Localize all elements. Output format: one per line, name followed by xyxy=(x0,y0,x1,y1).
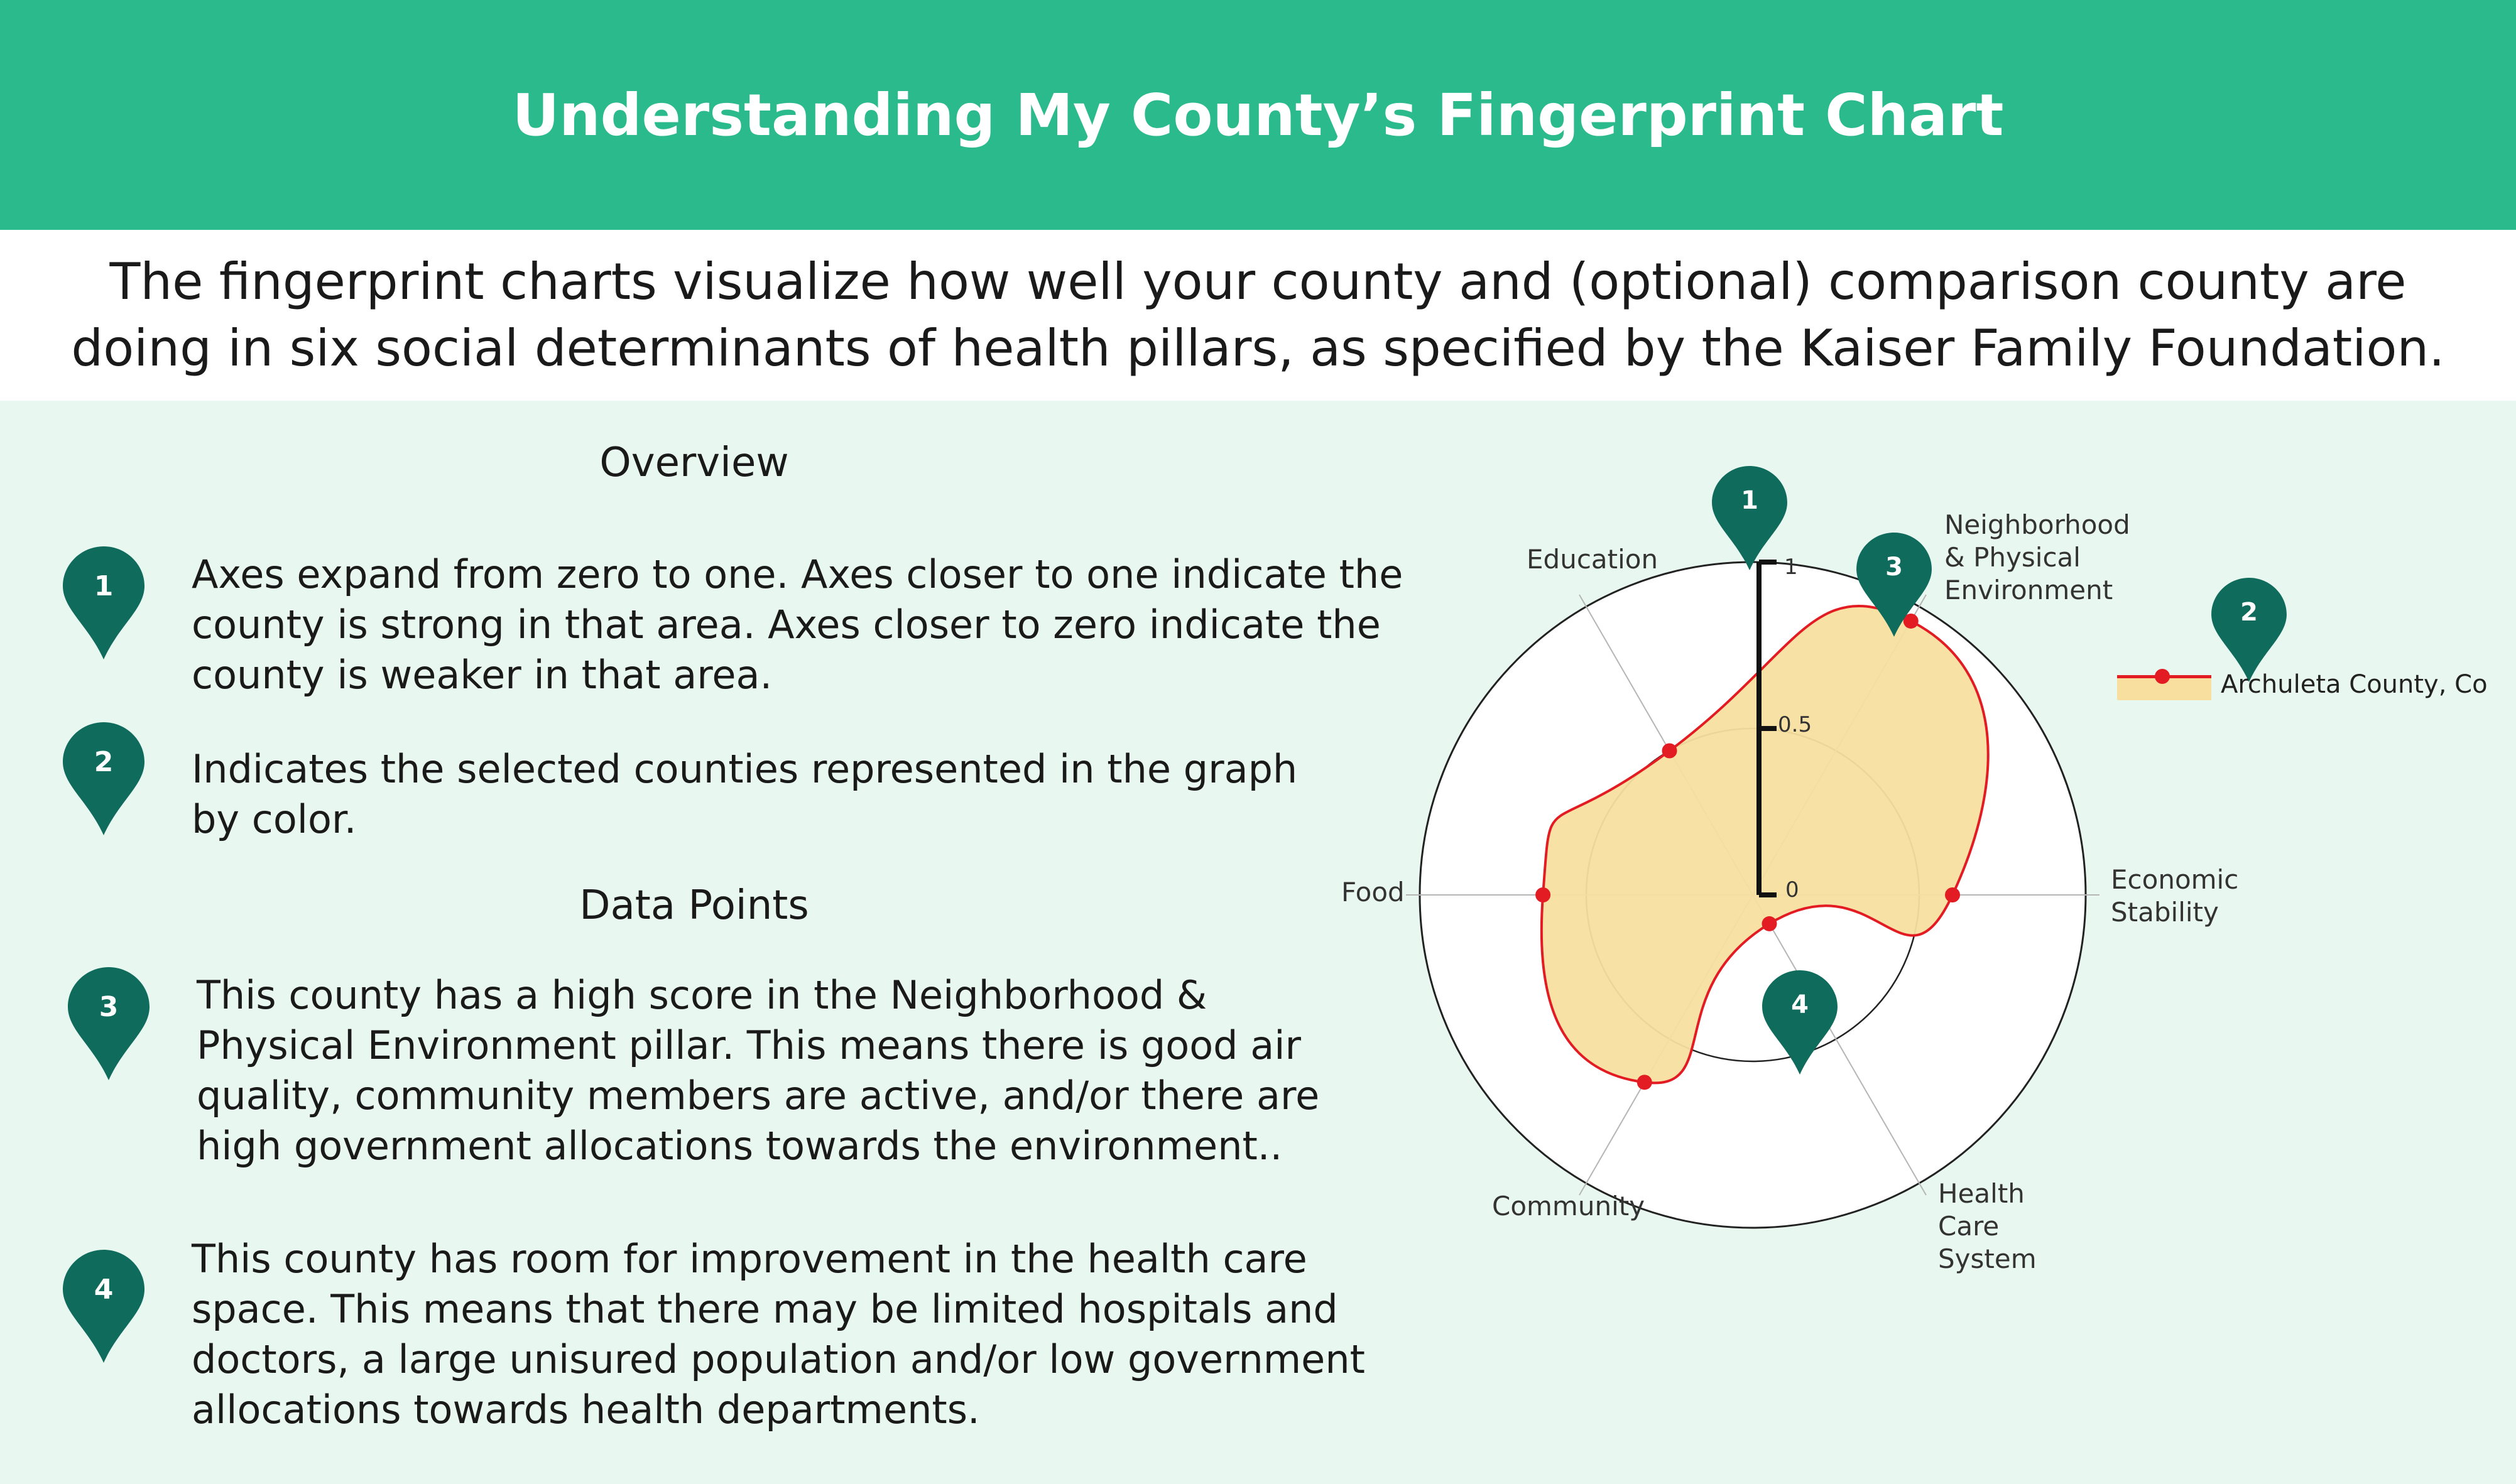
axis-label: Community xyxy=(1492,1190,1645,1223)
chart-pin-marker-4: 4 xyxy=(1762,970,1838,1075)
pin-number: 3 xyxy=(99,991,119,1023)
text-line: county is weaker in that area. xyxy=(192,652,773,698)
tick-label: 1 xyxy=(1784,555,1798,580)
intro-text: The fingerprint charts visualize how wel… xyxy=(71,249,2446,382)
pin-number: 2 xyxy=(2240,598,2258,627)
radar-spoke xyxy=(1752,894,1927,1196)
pin-marker-3: 3 xyxy=(68,967,150,1080)
data-point-item-4-text: This county has room for improvement in … xyxy=(192,1234,1365,1435)
header-banner: Understanding My County’s Fingerprint Ch… xyxy=(0,0,2516,230)
chart-pin-marker-3: 3 xyxy=(1856,533,1932,637)
overview-title: Overview xyxy=(599,440,789,486)
text-line: This county has a high score in the Neig… xyxy=(197,972,1207,1018)
intro-line-1: The fingerprint charts visualize how wel… xyxy=(109,252,2407,311)
axis-label-line: Care xyxy=(1938,1211,2000,1242)
data-point-4 xyxy=(1636,1075,1652,1090)
intro-section: The fingerprint charts visualize how wel… xyxy=(0,230,2516,401)
page-title: Understanding My County’s Fingerprint Ch… xyxy=(512,81,2004,149)
text-line: quality, community members are active, a… xyxy=(197,1073,1320,1118)
radar-svg xyxy=(1406,560,2099,1229)
text-line: This county has room for improvement in … xyxy=(192,1236,1307,1282)
data-points-title: Data Points xyxy=(579,882,809,929)
overview-item-2-text: Indicates the selected counties represen… xyxy=(192,744,1297,845)
axis-label: Health Care System xyxy=(1938,1178,2037,1275)
text-line: high government allocations towards the … xyxy=(197,1123,1283,1169)
main-panel xyxy=(0,401,2516,1484)
axis-label-line: Environment xyxy=(1944,575,2113,605)
axis-label: Food xyxy=(1341,876,1405,909)
fingerprint-radar-chart: 0 0.5 1 Neighborhood & Physical Environment Ec… xyxy=(1319,440,2516,1484)
text-line: Physical Environment pillar. This means … xyxy=(197,1022,1301,1068)
data-point-1 xyxy=(1903,613,1919,629)
intro-line-2: doing in six social determinants of heal… xyxy=(71,319,2445,377)
chart-pin-marker-2: 2 xyxy=(2211,578,2287,682)
axis-label-line: Economic xyxy=(2111,864,2239,895)
legend-series-name: Archuleta County, Co xyxy=(2221,670,2488,699)
data-point-3 xyxy=(1762,916,1777,931)
pin-number: 1 xyxy=(94,570,114,602)
overview-item-1-text: Axes expand from zero to one. Axes close… xyxy=(192,550,1403,700)
text-line: by color. xyxy=(192,796,357,842)
text-line: doctors, a large unisured population and… xyxy=(192,1336,1365,1382)
axis-label: Economic Stability xyxy=(2111,864,2238,929)
axis-label-line: Food xyxy=(1341,877,1405,907)
pin-number: 3 xyxy=(1885,553,1903,582)
tick-label: 0.5 xyxy=(1778,712,1812,737)
axis-label-line: Education xyxy=(1527,544,1658,575)
text-line: Axes expand from zero to one. Axes close… xyxy=(192,551,1403,597)
data-point-item-3-text: This county has a high score in the Neig… xyxy=(197,970,1319,1171)
data-point-6 xyxy=(1662,743,1677,759)
pin-number: 2 xyxy=(94,746,114,778)
axis-label-line: Stability xyxy=(2111,897,2219,928)
axis-label-line: System xyxy=(1938,1243,2037,1274)
axis-label: Education xyxy=(1527,543,1658,576)
pin-marker-4: 4 xyxy=(63,1250,144,1363)
text-line: Indicates the selected counties represen… xyxy=(192,746,1298,792)
axis-label: Neighborhood & Physical Environment xyxy=(1944,509,2130,607)
pin-number: 1 xyxy=(1741,486,1758,515)
data-point-5 xyxy=(1535,887,1551,902)
chart-pin-marker-1: 1 xyxy=(1712,466,1787,570)
axis-label-line: & Physical xyxy=(1944,542,2081,573)
pin-number: 4 xyxy=(1791,990,1809,1019)
tick-label: 0 xyxy=(1785,877,1799,902)
pin-number: 4 xyxy=(94,1274,114,1306)
data-point-2 xyxy=(1945,887,1960,902)
chart-legend: Archuleta County, Co xyxy=(2117,663,2494,707)
pin-marker-1: 1 xyxy=(63,546,144,659)
axis-label-line: Community xyxy=(1492,1191,1645,1221)
pin-marker-2: 2 xyxy=(63,722,144,835)
text-line: county is strong in that area. Axes clos… xyxy=(192,602,1381,647)
legend-marker xyxy=(2155,669,2170,684)
text-line: allocations towards health departments. xyxy=(192,1387,980,1433)
axis-label-line: Neighborhood xyxy=(1944,509,2130,540)
text-line: space. This means that there may be limi… xyxy=(192,1286,1338,1332)
axis-label-line: Health xyxy=(1938,1178,2025,1209)
